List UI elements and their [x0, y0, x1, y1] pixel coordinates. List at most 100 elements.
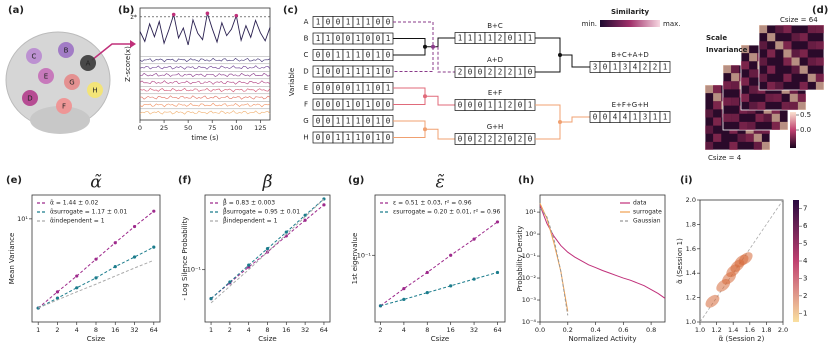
x-tick-label: 50: [184, 124, 192, 132]
matrix-cell: [745, 133, 754, 142]
cell-value: 0: [386, 133, 391, 142]
matrix-cell: [759, 57, 768, 66]
series-line: [380, 271, 498, 307]
cell-value: 1: [633, 113, 638, 122]
cell-value: 1: [498, 101, 503, 110]
cell-value: 1: [346, 67, 351, 76]
cell-value: 1: [336, 133, 341, 142]
x-tick-label: 64: [150, 326, 158, 334]
trace: [139, 95, 271, 100]
colorbar-tick-label: 0.5: [800, 111, 811, 119]
matrix-cell: [741, 93, 750, 102]
x-tick-label: 25: [160, 124, 168, 132]
cell-value: 1: [336, 51, 341, 60]
matrix-cell: [815, 41, 824, 50]
cell-value: 1: [613, 63, 618, 72]
cell-value: 1: [346, 117, 351, 126]
legend-label: ε = 0.51 ± 0.03, r² = 0.96: [393, 200, 472, 207]
chart-title: ε̃: [435, 173, 444, 193]
cell-value: 2: [508, 68, 513, 77]
cell: [659, 61, 671, 73]
x-tick-label: 0: [138, 124, 142, 132]
x-axis-label: Csize: [87, 335, 105, 343]
cell-value: 0: [468, 101, 473, 110]
chart-title: α̃: [90, 173, 102, 193]
cell-value: 0: [346, 34, 351, 43]
legend-label: Gaussian: [633, 218, 661, 225]
point: [132, 224, 137, 229]
cell-value: 0: [356, 100, 361, 109]
cell-value: 2: [643, 63, 648, 72]
cell-value: 0: [326, 133, 331, 142]
panel-label: (f): [178, 175, 192, 186]
region-label: B: [64, 47, 69, 55]
connector-node: [431, 44, 435, 49]
point: [425, 270, 429, 275]
cell-value: 0: [316, 100, 321, 109]
region-label: F: [62, 103, 66, 111]
point: [322, 203, 326, 207]
cell-value: 2: [498, 68, 503, 77]
x-tick-label: 2: [228, 326, 232, 334]
series-line: [539, 205, 666, 299]
y-tick-label: 10¹: [17, 215, 28, 223]
trace: [139, 110, 271, 115]
cell-value: 0: [366, 34, 371, 43]
cell-value: 0: [316, 84, 321, 93]
series-line: [210, 198, 325, 304]
matrix-cell: [705, 125, 714, 134]
legend-label: α̃independent = 1: [50, 218, 105, 225]
point: [449, 284, 453, 288]
x-tick-label: 0.8: [646, 326, 656, 334]
matrix-cell: [783, 73, 792, 82]
x-tick-label: 1.0: [695, 326, 705, 334]
event-point: [171, 12, 176, 17]
panel-label: (b): [118, 5, 134, 16]
matrix-cell: [737, 133, 746, 142]
point: [132, 255, 137, 259]
matrix-cell: [761, 141, 770, 150]
x-axis-label: Csize: [431, 335, 449, 343]
cell-value: 0: [366, 51, 371, 60]
cell-value: 1: [468, 34, 473, 43]
x-tick-label: 1.8: [761, 326, 771, 334]
cell-value: 4: [623, 113, 628, 122]
connector-node: [558, 53, 562, 57]
region: [26, 48, 42, 64]
point: [472, 277, 476, 281]
series-line: [38, 259, 154, 309]
cell-value: 1: [528, 101, 533, 110]
matrix-cell: [767, 33, 776, 42]
matrix-cell: [741, 61, 750, 70]
cell-value: 0: [336, 34, 341, 43]
point: [265, 246, 270, 251]
correlation-colorbar: [790, 112, 796, 148]
plot-frame: [374, 194, 506, 323]
panel-label: (e): [6, 175, 22, 186]
cell-value: 0: [518, 101, 523, 110]
matrix-cell: [779, 121, 788, 130]
cell-value: 0: [346, 84, 351, 93]
diagonal: [699, 199, 784, 323]
matrix-cell: [705, 85, 714, 94]
y-tick-label: z*: [130, 13, 137, 21]
panel-label: (g): [348, 175, 364, 186]
x-tick-label: 32: [301, 326, 309, 334]
matrix-cell: [747, 121, 756, 130]
cell-value: 1: [356, 51, 361, 60]
trace: [139, 57, 271, 63]
matrix-cell: [723, 113, 732, 122]
point: [152, 245, 156, 249]
matrix-cell: [705, 109, 714, 118]
cell-value: 0: [603, 63, 608, 72]
matrix-cell: [731, 73, 740, 82]
matrix-cell: [789, 101, 798, 110]
row-label: E: [304, 84, 308, 92]
cell-value: 0: [326, 100, 331, 109]
matrix-cell: [783, 41, 792, 50]
x-tick-label: 1: [209, 326, 213, 334]
region-label: C: [32, 53, 37, 61]
colorbar-min: min.: [582, 20, 597, 28]
cell-value: 0: [376, 100, 381, 109]
cell-value: 0: [508, 135, 513, 144]
